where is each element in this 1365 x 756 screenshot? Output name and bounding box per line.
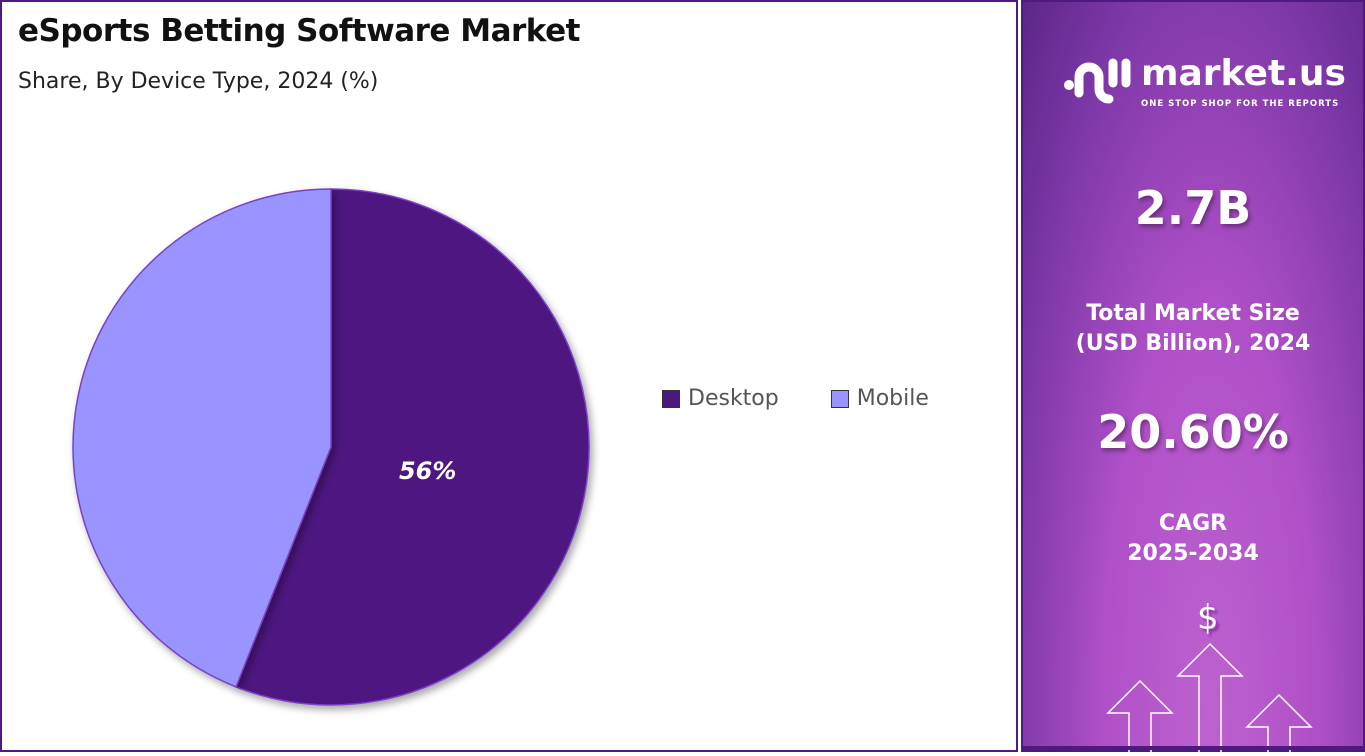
market-us-logo-icon bbox=[1064, 58, 1131, 104]
legend-swatch-desktop bbox=[662, 389, 680, 408]
legend-item-desktop: Desktop bbox=[662, 386, 779, 411]
market-size-value: 2.7B bbox=[1134, 181, 1252, 235]
brand-tagline: ONE STOP SHOP FOR THE REPORTS bbox=[1141, 99, 1340, 109]
chart-title: eSports Betting Software Market bbox=[18, 13, 580, 49]
chart-panel: eSports Betting Software Market Share, B… bbox=[0, 0, 1018, 752]
legend-label: Desktop bbox=[688, 386, 779, 411]
growth-arrows-icon bbox=[1106, 642, 1313, 754]
brand-name: market.us bbox=[1141, 53, 1346, 94]
pie-slice-desktop bbox=[235, 188, 590, 706]
legend: Desktop Mobile bbox=[662, 386, 929, 411]
summary-panel: market.us ONE STOP SHOP FOR THE REPORTS … bbox=[1021, 0, 1365, 754]
pie-slice-mobile bbox=[72, 188, 332, 688]
pie-chart: 56% bbox=[72, 188, 590, 706]
legend-item-mobile: Mobile bbox=[830, 386, 929, 411]
chart-subtitle: Share, By Device Type, 2024 (%) bbox=[18, 69, 379, 94]
market-size-label-2: (USD Billion), 2024 bbox=[1075, 331, 1311, 356]
dollar-icon: $ bbox=[1197, 598, 1219, 638]
cagr-label-2: 2025-2034 bbox=[1127, 541, 1259, 566]
market-size-label-1: Total Market Size bbox=[1086, 301, 1300, 326]
legend-label: Mobile bbox=[856, 386, 929, 411]
cagr-value: 20.60% bbox=[1097, 405, 1289, 459]
data-label-desktop: 56% bbox=[399, 457, 456, 485]
brand-logo: market.us ONE STOP SHOP FOR THE REPORTS bbox=[1063, 52, 1346, 110]
bottom-bar bbox=[1023, 746, 1363, 750]
legend-swatch-mobile bbox=[830, 389, 849, 408]
cagr-label-1: CAGR bbox=[1158, 511, 1228, 536]
